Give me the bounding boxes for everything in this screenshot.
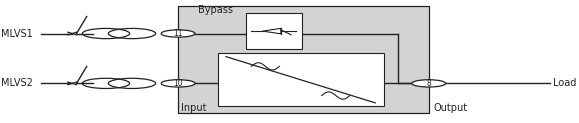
Text: 11: 11 [173,29,183,38]
Text: Input: Input [181,103,207,113]
Bar [178,6,428,113]
Text: MLVS2: MLVS2 [1,78,33,88]
Text: Bypass: Bypass [198,5,233,15]
Text: 8: 8 [426,79,431,88]
Text: Load: Load [552,78,576,88]
Text: MLVS1: MLVS1 [1,29,33,38]
Circle shape [161,30,195,37]
Bar [218,53,384,107]
Circle shape [161,80,195,87]
Circle shape [412,80,446,87]
Text: 10: 10 [173,79,183,88]
Bar [245,13,302,49]
Text: Output: Output [433,103,467,113]
